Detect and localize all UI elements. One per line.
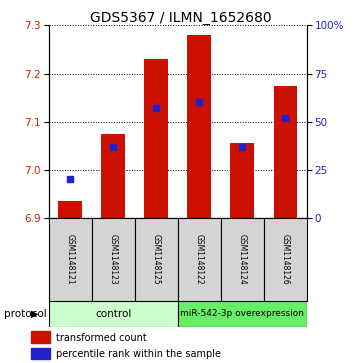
- Bar: [101, 134, 125, 218]
- Bar: [230, 143, 254, 218]
- Text: GSM1148125: GSM1148125: [152, 234, 161, 285]
- Bar: [49, 301, 178, 327]
- Bar: [178, 218, 221, 301]
- Bar: [49, 218, 92, 301]
- Bar: [58, 201, 82, 218]
- Point: [110, 144, 116, 150]
- Point: [68, 176, 73, 182]
- Text: percentile rank within the sample: percentile rank within the sample: [56, 349, 221, 359]
- Text: protocol: protocol: [4, 309, 46, 319]
- Text: GSM1148121: GSM1148121: [66, 234, 75, 285]
- Bar: [221, 218, 264, 301]
- Bar: [178, 301, 307, 327]
- Point: [282, 115, 288, 121]
- Bar: [187, 35, 211, 218]
- Text: control: control: [95, 309, 131, 319]
- Point: [239, 144, 245, 150]
- Bar: [274, 86, 297, 218]
- Bar: [31, 348, 49, 359]
- Bar: [92, 218, 135, 301]
- Text: miR-542-3p overexpression: miR-542-3p overexpression: [180, 310, 304, 318]
- Text: transformed count: transformed count: [56, 333, 147, 343]
- Text: GSM1148126: GSM1148126: [281, 234, 290, 285]
- Bar: [135, 218, 178, 301]
- Text: GSM1148124: GSM1148124: [238, 234, 247, 285]
- Bar: [144, 59, 168, 218]
- Point: [196, 99, 202, 105]
- Text: ▶: ▶: [31, 309, 38, 319]
- Text: GSM1148123: GSM1148123: [109, 234, 118, 285]
- Text: GSM1148122: GSM1148122: [195, 234, 204, 285]
- Bar: [264, 218, 307, 301]
- Text: GDS5367 / ILMN_1652680: GDS5367 / ILMN_1652680: [90, 11, 271, 25]
- Bar: [31, 331, 49, 343]
- Point: [153, 105, 159, 111]
